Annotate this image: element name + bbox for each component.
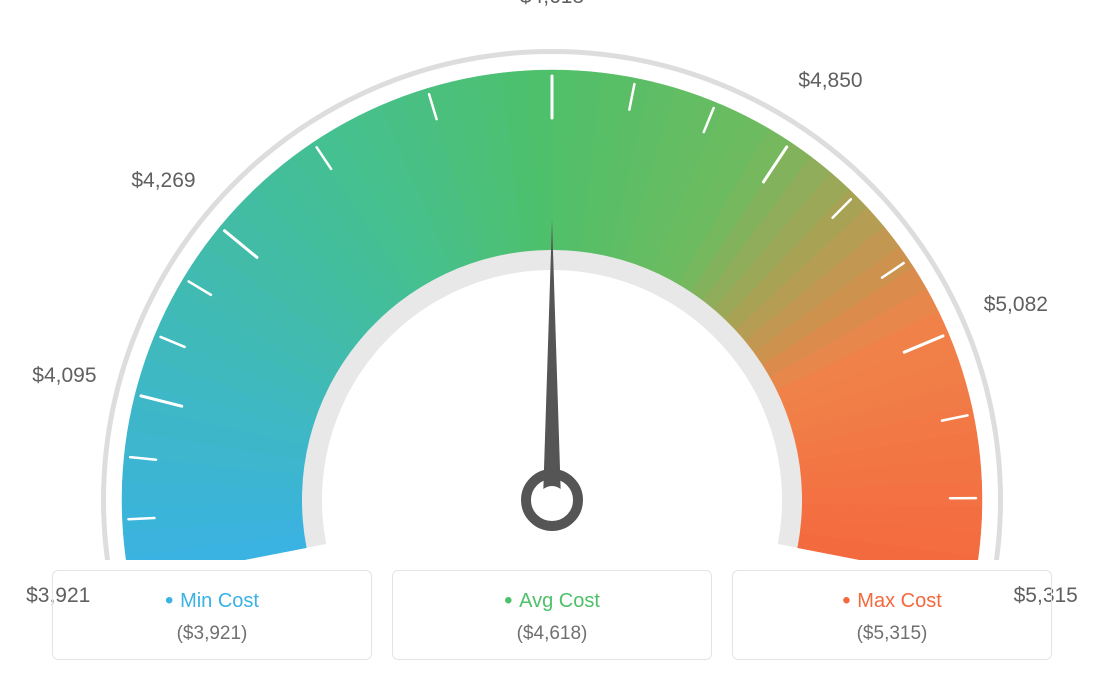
gauge-tick-label: $4,095 [32, 364, 96, 388]
legend-card-min: Min Cost ($3,921) [52, 570, 372, 660]
legend-avg-value: ($4,618) [403, 623, 701, 645]
gauge-tick-label: $4,269 [131, 169, 195, 193]
legend-max-label: Max Cost [743, 587, 1041, 615]
gauge-tick-label: $4,850 [798, 69, 862, 93]
gauge-svg [0, 0, 1104, 560]
legend-card-max: Max Cost ($5,315) [732, 570, 1052, 660]
legend-row: Min Cost ($3,921) Avg Cost ($4,618) Max … [0, 570, 1104, 660]
legend-avg-label: Avg Cost [403, 587, 701, 615]
legend-card-avg: Avg Cost ($4,618) [392, 570, 712, 660]
legend-min-value: ($3,921) [63, 623, 361, 645]
gauge-tick-label: $4,618 [520, 0, 584, 9]
cost-gauge: $3,921$4,095$4,269$4,618$4,850$5,082$5,3… [0, 0, 1104, 560]
legend-min-label: Min Cost [63, 587, 361, 615]
legend-max-value: ($5,315) [743, 623, 1041, 645]
gauge-tick-label: $5,082 [984, 293, 1048, 317]
